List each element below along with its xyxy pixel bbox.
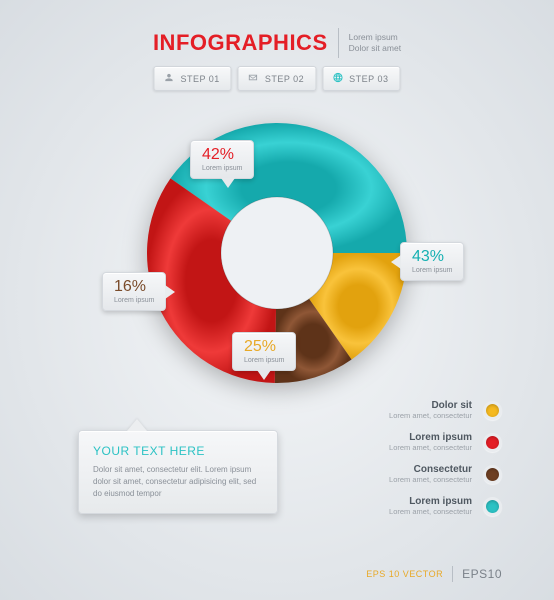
legend-text: ConsecteturLorem amet, consectetur: [389, 464, 472, 484]
callout-3: 16%Lorem ipsum: [102, 272, 166, 311]
legend-item-3: Lorem ipsumLorem amet, consectetur: [332, 496, 502, 516]
textbox-body: Dolor sit amet, consectetur elit. Lorem …: [93, 464, 263, 500]
callout-label: Lorem ipsum: [412, 267, 452, 275]
page-title: INFOGRAPHICS: [153, 30, 328, 56]
callout-0: 42%Lorem ipsum: [190, 140, 254, 179]
legend-dot-icon: [483, 465, 502, 484]
callout-label: Lorem ipsum: [114, 297, 154, 305]
step-02-button[interactable]: STEP 02: [238, 66, 316, 91]
callout-pct: 16%: [114, 278, 154, 296]
legend-dot-icon: [483, 497, 502, 516]
divider: [338, 28, 339, 58]
callout-pct: 25%: [244, 338, 284, 356]
step-label: STEP 01: [180, 74, 219, 84]
footer-tag: EPS10: [462, 567, 502, 581]
pointer-icon: [257, 370, 271, 380]
textbox-title: YOUR TEXT HERE: [93, 444, 263, 458]
step-03-button[interactable]: STEP 03: [322, 66, 400, 91]
legend: Dolor sitLorem amet, consecteturLorem ip…: [332, 400, 502, 528]
legend-text: Dolor sitLorem amet, consectetur: [389, 400, 472, 420]
legend-dot-icon: [483, 433, 502, 452]
callout-label: Lorem ipsum: [244, 357, 284, 365]
globe-icon: [332, 72, 343, 85]
legend-item-0: Dolor sitLorem amet, consectetur: [332, 400, 502, 420]
divider: [452, 566, 453, 582]
step-label: STEP 03: [349, 74, 388, 84]
legend-sub: Lorem amet, consectetur: [389, 443, 472, 452]
mail-icon: [248, 72, 259, 85]
info-textbox: YOUR TEXT HERE Dolor sit amet, consectet…: [78, 430, 278, 514]
legend-sub: Lorem amet, consectetur: [389, 411, 472, 420]
legend-dot-icon: [483, 401, 502, 420]
footer-label: EPS 10 VECTOR: [366, 569, 443, 579]
user-icon: [163, 72, 174, 85]
legend-sub: Lorem amet, consectetur: [389, 475, 472, 484]
legend-text: Lorem ipsumLorem amet, consectetur: [389, 496, 472, 516]
textbox-arrow-icon: [127, 419, 147, 431]
legend-item-1: Lorem ipsumLorem amet, consectetur: [332, 432, 502, 452]
legend-title: Lorem ipsum: [389, 432, 472, 443]
callout-2: 25%Lorem ipsum: [232, 332, 296, 371]
callout-pct: 42%: [202, 146, 242, 164]
pointer-icon: [391, 255, 401, 269]
footer: EPS 10 VECTOR EPS10: [366, 566, 502, 582]
legend-title: Dolor sit: [389, 400, 472, 411]
donut-hole: [221, 197, 333, 309]
step-buttons: STEP 01 STEP 02 STEP 03: [153, 66, 400, 91]
callout-pct: 43%: [412, 248, 452, 266]
step-label: STEP 02: [265, 74, 304, 84]
legend-title: Consectetur: [389, 464, 472, 475]
pointer-icon: [165, 285, 175, 299]
legend-item-2: ConsecteturLorem amet, consectetur: [332, 464, 502, 484]
legend-title: Lorem ipsum: [389, 496, 472, 507]
pointer-icon: [221, 178, 235, 188]
callout-1: 43%Lorem ipsum: [400, 242, 464, 281]
legend-text: Lorem ipsumLorem amet, consectetur: [389, 432, 472, 452]
header: INFOGRAPHICS Lorem ipsum Dolor sit amet: [0, 28, 554, 58]
step-01-button[interactable]: STEP 01: [153, 66, 231, 91]
subtitle: Lorem ipsum Dolor sit amet: [349, 32, 401, 54]
legend-sub: Lorem amet, consectetur: [389, 507, 472, 516]
callout-label: Lorem ipsum: [202, 165, 242, 173]
